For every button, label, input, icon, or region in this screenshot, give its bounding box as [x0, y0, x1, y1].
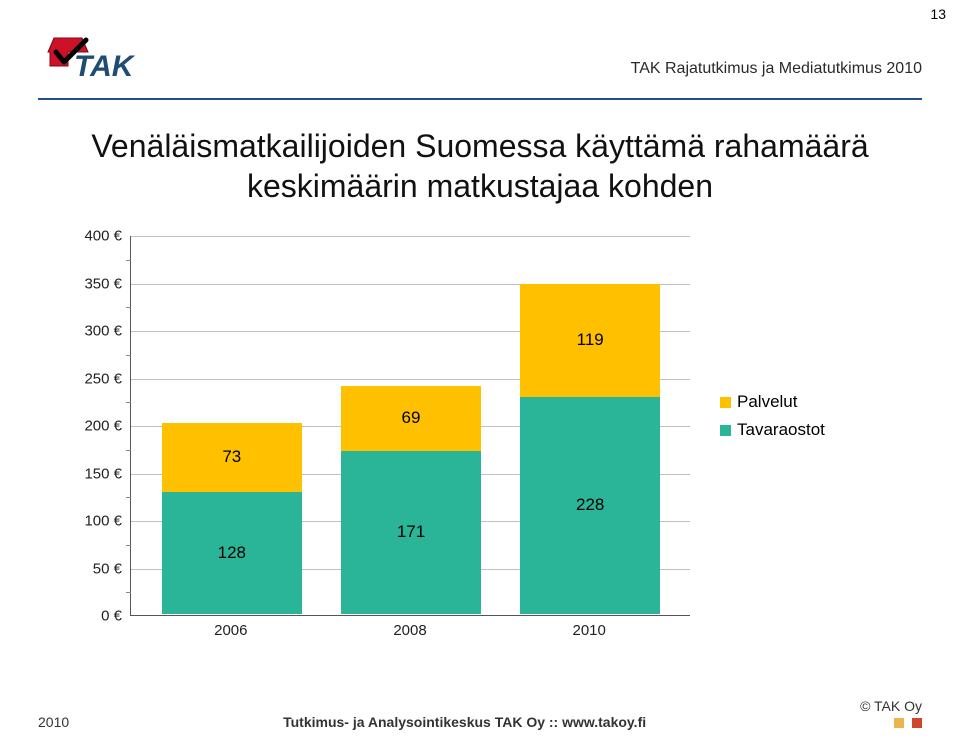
header: TAK TAK Rajatutkimus ja Mediatutkimus 20… — [38, 32, 922, 106]
y-axis-label: 200 € — [70, 418, 122, 435]
x-axis-label: 2008 — [350, 622, 470, 639]
chart: 128 73 171 69 228 119 0 € 50 € 100 € 150 € 200 € 2… — [70, 236, 890, 656]
title-line-2: keskimäärin matkustajaa kohden — [247, 168, 713, 204]
slide: 13 TAK TAK Rajatutkimus ja Mediatutkimus… — [0, 0, 960, 750]
y-axis-label: 250 € — [70, 370, 122, 387]
bar-value-tavaraostot: 228 — [520, 495, 660, 515]
header-subtitle: TAK Rajatutkimus ja Mediatutkimus 2010 — [631, 60, 922, 78]
title-line-1: Venäläismatkailijoiden Suomessa käyttämä… — [91, 128, 868, 164]
footer-accent-square-1 — [894, 718, 904, 728]
y-minor-tick — [126, 545, 131, 546]
y-minor-tick — [126, 592, 131, 593]
tak-logo-icon: TAK — [38, 32, 168, 88]
y-axis-label: 0 € — [70, 608, 122, 625]
legend: Palvelut Tavaraostot — [720, 392, 825, 448]
y-axis-label: 50 € — [70, 560, 122, 577]
footer-org: Tutkimus- ja Analysointikeskus TAK Oy ::… — [69, 714, 860, 730]
header-divider — [38, 98, 922, 100]
y-axis-label: 400 € — [70, 228, 122, 245]
legend-label: Palvelut — [737, 392, 797, 412]
footer-copyright: © TAK Oy — [860, 698, 922, 730]
y-minor-tick — [126, 497, 131, 498]
legend-item: Tavaraostot — [720, 420, 825, 440]
page-number: 13 — [930, 6, 946, 22]
plot-area: 128 73 171 69 228 119 — [130, 236, 690, 616]
x-axis-label: 2006 — [171, 622, 291, 639]
gridline — [131, 236, 690, 237]
bar-value-tavaraostot: 128 — [162, 543, 302, 563]
y-axis-label: 350 € — [70, 275, 122, 292]
y-axis-label: 300 € — [70, 323, 122, 340]
footer-year: 2010 — [38, 714, 69, 730]
logo: TAK — [38, 32, 168, 88]
footer-accent-square-2 — [912, 718, 922, 728]
footer-copyright-text: © TAK Oy — [860, 698, 922, 714]
y-axis-label: 150 € — [70, 465, 122, 482]
y-axis-label: 100 € — [70, 513, 122, 530]
legend-swatch — [720, 397, 731, 408]
y-minor-tick — [126, 307, 131, 308]
y-minor-tick — [126, 260, 131, 261]
bar-value-palvelut: 69 — [341, 408, 481, 428]
y-minor-tick — [126, 450, 131, 451]
legend-swatch — [720, 425, 731, 436]
y-minor-tick — [126, 402, 131, 403]
legend-label: Tavaraostot — [737, 420, 825, 440]
x-axis-label: 2010 — [529, 622, 649, 639]
legend-item: Palvelut — [720, 392, 825, 412]
bar-value-tavaraostot: 171 — [341, 522, 481, 542]
y-minor-tick — [126, 355, 131, 356]
footer: 2010 Tutkimus- ja Analysointikeskus TAK … — [38, 698, 922, 730]
bar-value-palvelut: 73 — [162, 447, 302, 467]
chart-title: Venäläismatkailijoiden Suomessa käyttämä… — [60, 126, 900, 206]
bar-value-palvelut: 119 — [520, 330, 660, 350]
svg-text:TAK: TAK — [74, 50, 136, 83]
